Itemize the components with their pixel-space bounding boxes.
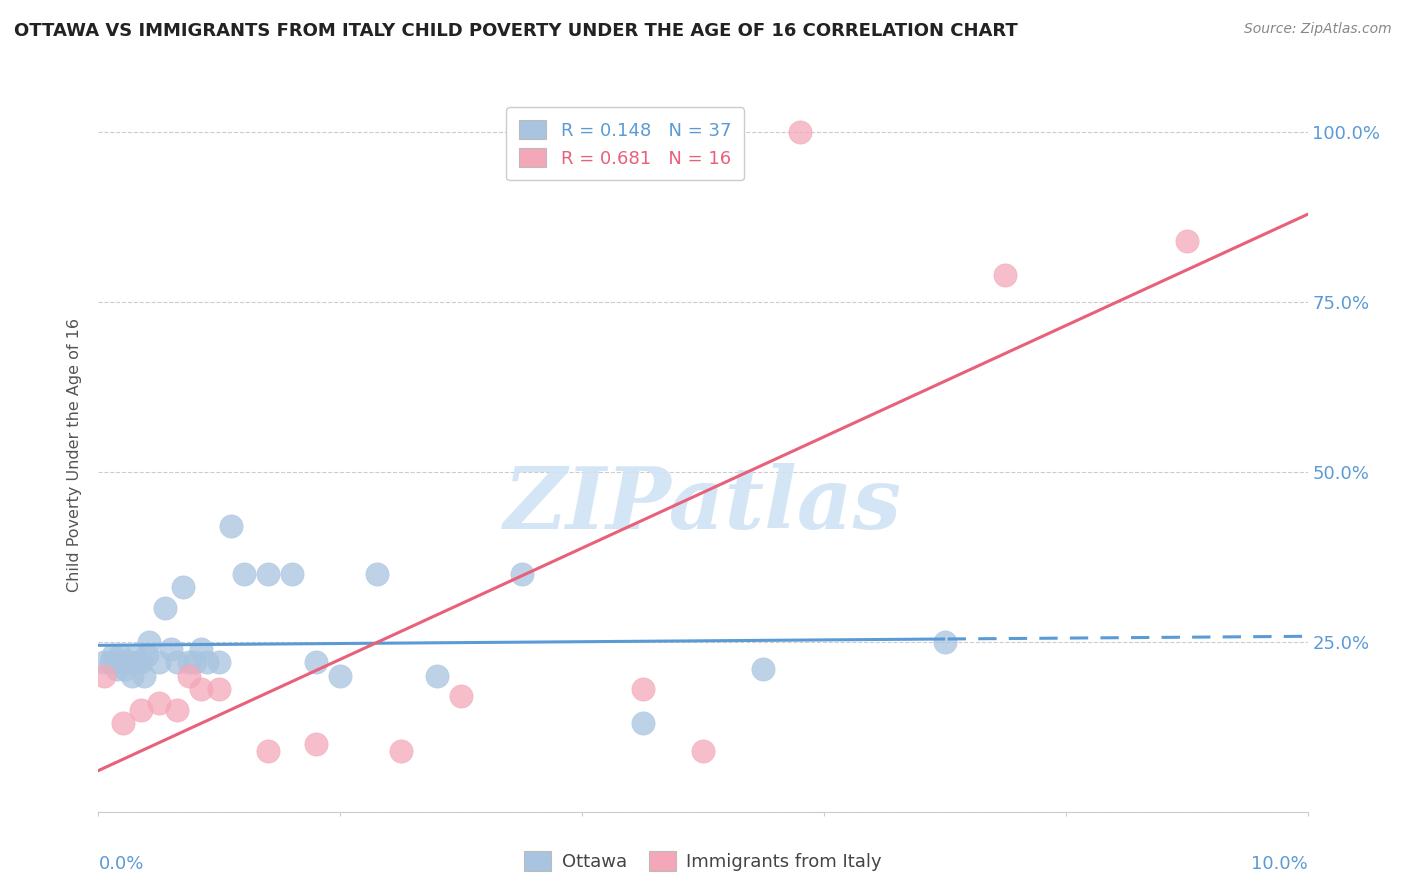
Point bbox=[389, 743, 412, 757]
Point bbox=[135, 648, 157, 663]
Point bbox=[256, 743, 278, 757]
Point bbox=[172, 581, 194, 595]
Point bbox=[195, 655, 218, 669]
Y-axis label: Child Poverty Under the Age of 16: Child Poverty Under the Age of 16 bbox=[67, 318, 83, 592]
Point bbox=[426, 669, 449, 683]
Point bbox=[127, 655, 149, 669]
Text: 0.0%: 0.0% bbox=[98, 855, 143, 872]
Point bbox=[179, 669, 201, 683]
Point bbox=[118, 655, 141, 669]
Point bbox=[153, 600, 176, 615]
Point bbox=[166, 655, 188, 669]
Point bbox=[994, 268, 1017, 282]
Text: 10.0%: 10.0% bbox=[1251, 855, 1308, 872]
Legend: Ottawa, Immigrants from Italy: Ottawa, Immigrants from Italy bbox=[516, 844, 890, 879]
Point bbox=[129, 703, 152, 717]
Point bbox=[510, 566, 533, 581]
Point bbox=[114, 662, 136, 676]
Point bbox=[305, 737, 328, 751]
Point bbox=[179, 655, 201, 669]
Point bbox=[100, 655, 122, 669]
Point bbox=[789, 125, 811, 139]
Text: OTTAWA VS IMMIGRANTS FROM ITALY CHILD POVERTY UNDER THE AGE OF 16 CORRELATION CH: OTTAWA VS IMMIGRANTS FROM ITALY CHILD PO… bbox=[14, 22, 1018, 40]
Point bbox=[148, 655, 170, 669]
Point bbox=[129, 655, 152, 669]
Point bbox=[752, 662, 775, 676]
Point bbox=[111, 655, 134, 669]
Point bbox=[134, 669, 156, 683]
Text: Source: ZipAtlas.com: Source: ZipAtlas.com bbox=[1244, 22, 1392, 37]
Point bbox=[190, 641, 212, 656]
Point bbox=[148, 696, 170, 710]
Point bbox=[166, 703, 188, 717]
Point bbox=[208, 682, 231, 697]
Point bbox=[329, 669, 352, 683]
Point bbox=[93, 669, 115, 683]
Point bbox=[101, 648, 124, 663]
Point bbox=[221, 519, 243, 533]
Point bbox=[208, 655, 231, 669]
Point bbox=[1175, 234, 1198, 248]
Point bbox=[105, 662, 128, 676]
Point bbox=[305, 655, 328, 669]
Point bbox=[190, 682, 212, 697]
Point bbox=[692, 743, 714, 757]
Point bbox=[232, 566, 254, 581]
Point bbox=[450, 689, 472, 703]
Point bbox=[160, 641, 183, 656]
Point bbox=[121, 669, 143, 683]
Point bbox=[256, 566, 278, 581]
Point bbox=[108, 648, 131, 663]
Point bbox=[124, 648, 146, 663]
Text: ZIPatlas: ZIPatlas bbox=[503, 463, 903, 547]
Point bbox=[281, 566, 304, 581]
Point bbox=[138, 635, 160, 649]
Point bbox=[111, 716, 134, 731]
Point bbox=[631, 682, 654, 697]
Legend: R = 0.148   N = 37, R = 0.681   N = 16: R = 0.148 N = 37, R = 0.681 N = 16 bbox=[506, 107, 744, 180]
Point bbox=[366, 566, 388, 581]
Point bbox=[631, 716, 654, 731]
Point bbox=[93, 655, 115, 669]
Point bbox=[184, 655, 207, 669]
Point bbox=[934, 635, 956, 649]
